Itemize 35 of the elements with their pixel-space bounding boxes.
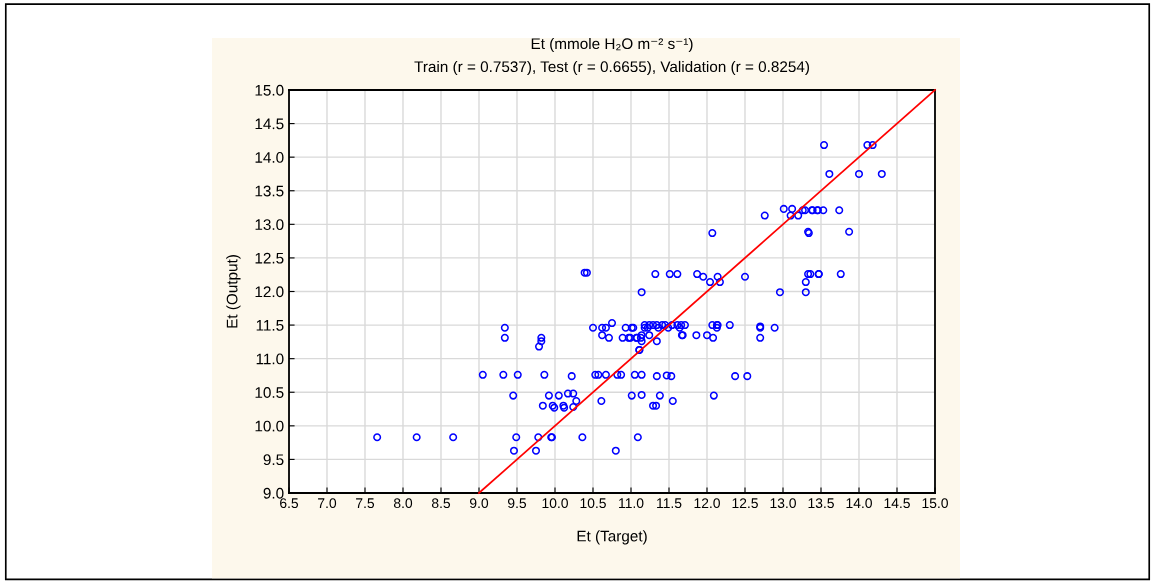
x-tick-label: 11.5 — [657, 498, 682, 509]
y-tick-label: 11.5 — [256, 320, 284, 331]
x-tick-label: 12.5 — [732, 498, 758, 509]
x-tick-label: 8.5 — [431, 498, 451, 509]
chart-subtitle: Train (r = 0.7537), Test (r = 0.6655), Validation (r = 0.8254) — [414, 60, 809, 76]
x-tick-label: 11.0 — [619, 498, 644, 509]
x-tick-label: 10.5 — [580, 498, 606, 509]
y-tick-label: 13.0 — [255, 219, 284, 231]
x-tick-label: 7.0 — [318, 498, 337, 509]
x-tick-label: 13.5 — [808, 498, 834, 509]
x-tick-label: 8.0 — [393, 498, 413, 509]
x-tick-label: 9.0 — [470, 498, 489, 509]
x-tick-label: 14.5 — [884, 498, 910, 509]
y-tick-label: 9.5 — [263, 454, 284, 466]
y-tick-label: 14.0 — [255, 152, 284, 163]
y-tick-label: 10.0 — [255, 420, 284, 432]
y-tick-label: 9.0 — [263, 487, 284, 499]
y-axis-title: Et (Output) — [226, 255, 241, 328]
x-tick-label: 10.0 — [542, 498, 568, 509]
chart-title: Et (mmole H₂O m⁻² s⁻¹) — [531, 37, 693, 53]
y-tick-label: 10.5 — [255, 387, 284, 398]
x-axis-title: Et (Target) — [577, 530, 647, 545]
x-tick-label: 9.5 — [508, 498, 527, 509]
x-tick-label: 15.0 — [922, 498, 948, 509]
x-tick-label: 7.5 — [356, 498, 375, 509]
y-tick-label: 14.5 — [255, 118, 284, 130]
y-tick-label: 15.0 — [255, 84, 284, 96]
x-tick-label: 13.0 — [770, 498, 796, 509]
y-tick-label: 12.5 — [255, 252, 284, 264]
y-tick-label: 13.5 — [255, 185, 284, 197]
x-tick-label: 14.0 — [846, 498, 872, 509]
y-tick-label: 11.0 — [256, 353, 284, 365]
y-tick-label: 12.0 — [255, 286, 284, 298]
x-tick-label: 12.0 — [694, 498, 720, 509]
x-tick-label: 6.5 — [280, 498, 299, 509]
